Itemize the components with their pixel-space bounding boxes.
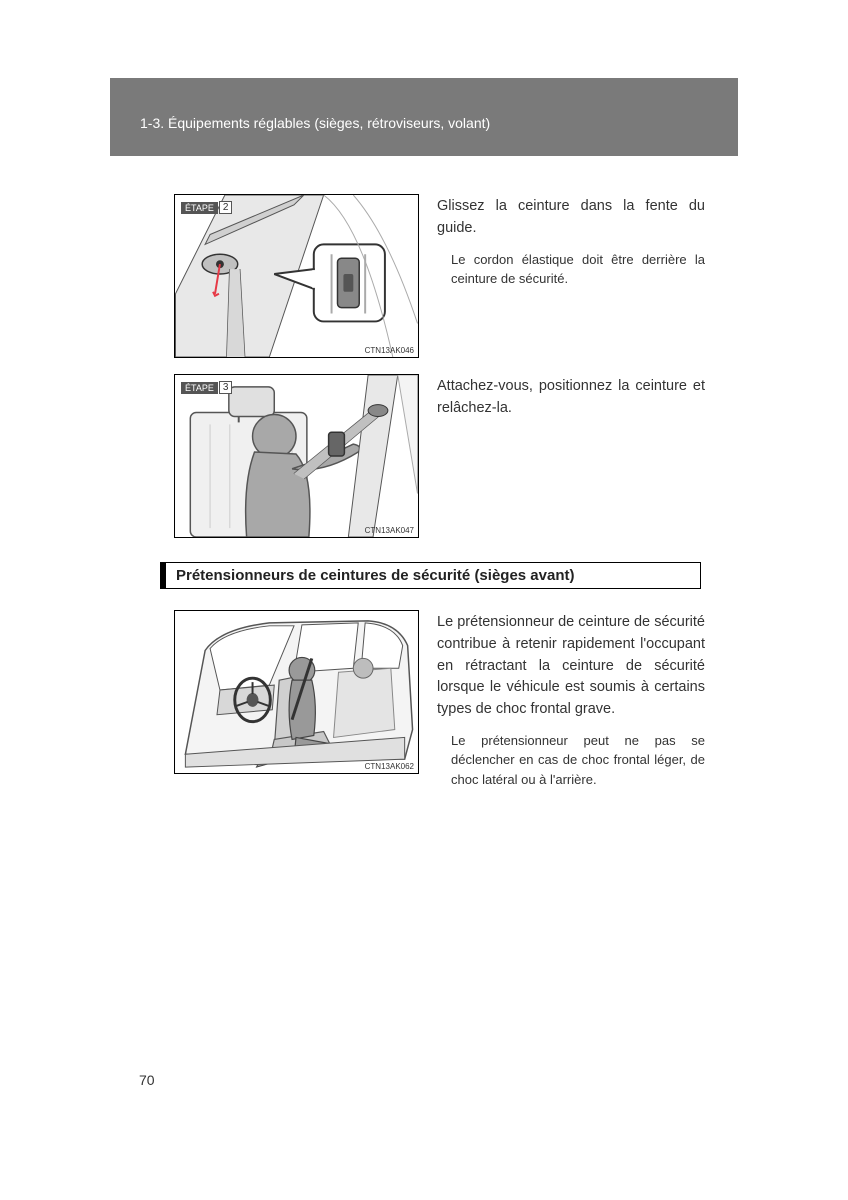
step-2-figcode: CTN13AK046: [365, 346, 414, 355]
step-2-number: 2: [219, 201, 233, 214]
pretensioner-illustration: CTN13AK062: [174, 610, 419, 774]
pretensioner-row: CTN13AK062 Le prétensionneur de ceinture…: [174, 610, 705, 789]
step-3-illustration: ÉTAPE 3 CTN13AK047: [174, 374, 419, 538]
pretensioner-figcode: CTN13AK062: [365, 762, 414, 771]
step-2-sub: Le cordon élastique doit être derrière l…: [437, 250, 705, 289]
step-3-main: Attachez-vous, positionnez la ceinture e…: [437, 376, 705, 420]
pretensioner-heading-text: Prétensionneurs de ceintures de sécurité…: [176, 567, 574, 584]
step-2-text: Glissez la ceinture dans la fente du gui…: [437, 194, 705, 289]
section-header-text: 1-3. Équipements réglables (sièges, rétr…: [140, 115, 490, 131]
pretensioner-sub: Le prétensionneur peut ne pas se déclenc…: [437, 731, 705, 790]
step-2-row: ÉTAPE 2 CTN13AK046 Glissez la ceinture d…: [174, 194, 705, 358]
vehicle-interior-illustration: [175, 611, 418, 773]
step-3-text: Attachez-vous, positionnez la ceinture e…: [437, 374, 705, 420]
belt-guide-illustration: [175, 195, 418, 357]
step-3-label: ÉTAPE 3: [181, 381, 232, 394]
step-2-label: ÉTAPE 2: [181, 201, 232, 214]
step-3-row: ÉTAPE 3 CTN13AK047 Attachez-vous, positi…: [174, 374, 705, 538]
step-2-illustration: ÉTAPE 2 CTN13AK046: [174, 194, 419, 358]
step-label-text: ÉTAPE: [181, 382, 218, 394]
step-3-figcode: CTN13AK047: [365, 526, 414, 535]
pretensioner-main: Le prétensionneur de ceinture de sécurit…: [437, 612, 705, 721]
step-label-text: ÉTAPE: [181, 202, 218, 214]
step-2-main: Glissez la ceinture dans la fente du gui…: [437, 196, 705, 240]
fasten-belt-illustration: [175, 375, 418, 537]
section-header: 1-3. Équipements réglables (sièges, rétr…: [110, 78, 738, 156]
pretensioner-text: Le prétensionneur de ceinture de sécurit…: [437, 610, 705, 789]
page-number: 70: [139, 1072, 155, 1088]
step-3-number: 3: [219, 381, 233, 394]
pretensioner-heading: Prétensionneurs de ceintures de sécurité…: [160, 562, 701, 589]
